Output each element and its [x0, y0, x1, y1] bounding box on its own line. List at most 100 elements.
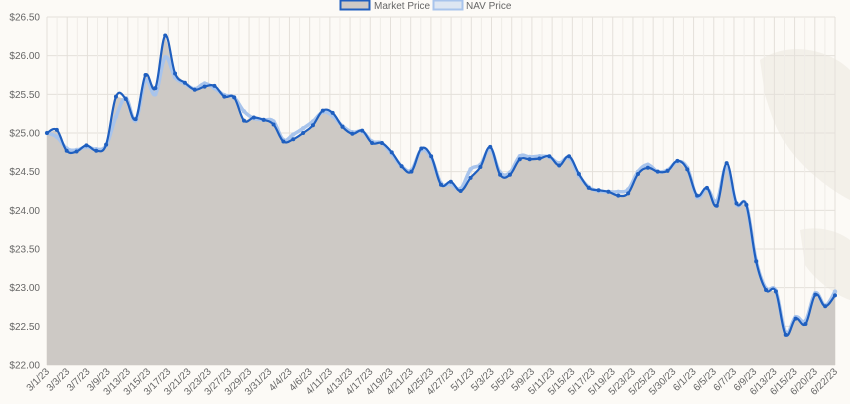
nav-price-point[interactable]: [645, 162, 651, 167]
market-price-point[interactable]: [320, 108, 325, 113]
market-price-point[interactable]: [458, 189, 463, 193]
market-price-point[interactable]: [783, 332, 788, 337]
nav-price-point[interactable]: [241, 109, 247, 114]
market-price-point[interactable]: [468, 175, 473, 180]
market-price-point[interactable]: [714, 203, 719, 208]
market-price-point[interactable]: [419, 146, 424, 151]
market-price-point[interactable]: [291, 137, 296, 142]
market-price-point[interactable]: [379, 141, 384, 146]
market-price-point[interactable]: [488, 144, 493, 149]
nav-price-point[interactable]: [300, 126, 306, 131]
market-price-point[interactable]: [113, 94, 118, 99]
market-price-point[interactable]: [84, 143, 89, 148]
market-price-point[interactable]: [803, 322, 808, 327]
nav-price-point[interactable]: [163, 55, 168, 60]
market-price-point[interactable]: [665, 168, 670, 173]
y-tick-label: $23.00: [9, 283, 40, 294]
market-price-point[interactable]: [143, 73, 148, 77]
nav-price-point[interactable]: [153, 92, 158, 97]
market-price-point[interactable]: [202, 84, 207, 89]
market-price-point[interactable]: [547, 154, 552, 159]
market-price-point[interactable]: [45, 131, 49, 135]
nav-price-point[interactable]: [202, 81, 207, 86]
market-price-point[interactable]: [370, 141, 375, 146]
market-price-point[interactable]: [350, 131, 355, 136]
market-price-point[interactable]: [399, 164, 404, 169]
legend-swatch-market-price: [339, 0, 371, 11]
market-price-point[interactable]: [182, 80, 187, 85]
market-price-point[interactable]: [557, 163, 562, 168]
market-price-point[interactable]: [478, 165, 483, 170]
market-price-point[interactable]: [448, 179, 453, 184]
market-price-point[interactable]: [616, 193, 621, 198]
market-price-point[interactable]: [744, 202, 749, 207]
market-price-point[interactable]: [409, 169, 414, 174]
market-price-point[interactable]: [507, 172, 512, 177]
nav-price-point[interactable]: [291, 132, 296, 137]
nav-price-point[interactable]: [113, 114, 119, 119]
market-price-point[interactable]: [695, 193, 700, 198]
market-price-point[interactable]: [439, 182, 443, 187]
market-price-point[interactable]: [675, 158, 680, 163]
market-price-point[interactable]: [242, 118, 246, 123]
market-price-point[interactable]: [823, 304, 828, 309]
legend[interactable]: Market Price NAV Price: [339, 0, 512, 13]
market-price-point[interactable]: [734, 201, 739, 206]
market-price-point[interactable]: [64, 148, 69, 153]
market-price-point[interactable]: [301, 131, 306, 135]
market-price-point[interactable]: [517, 157, 522, 162]
market-price-point[interactable]: [310, 123, 315, 128]
market-price-point[interactable]: [655, 169, 660, 174]
market-price-point[interactable]: [833, 293, 837, 298]
market-price-point[interactable]: [222, 94, 227, 99]
market-price-point[interactable]: [133, 117, 138, 122]
market-price-point[interactable]: [596, 188, 601, 193]
market-price-point[interactable]: [212, 83, 217, 88]
market-price-point[interactable]: [813, 292, 818, 297]
market-price-point[interactable]: [704, 185, 709, 190]
market-price-point[interactable]: [626, 191, 631, 196]
market-price-point[interactable]: [606, 189, 611, 194]
market-price-point[interactable]: [163, 33, 168, 38]
market-price-point[interactable]: [232, 95, 237, 100]
market-price-point[interactable]: [123, 96, 128, 101]
market-price-point[interactable]: [793, 316, 798, 321]
market-price-point[interactable]: [645, 165, 650, 170]
market-price-point[interactable]: [340, 124, 345, 129]
market-price-point[interactable]: [724, 161, 729, 166]
nav-price-point[interactable]: [517, 154, 522, 159]
market-price-point[interactable]: [429, 154, 434, 159]
market-price-point[interactable]: [104, 142, 109, 147]
market-price-point[interactable]: [251, 115, 256, 120]
market-price-point[interactable]: [764, 287, 769, 292]
market-price-point[interactable]: [576, 171, 581, 176]
market-price-point[interactable]: [261, 117, 266, 122]
market-price-point[interactable]: [74, 149, 79, 154]
market-price-point[interactable]: [173, 71, 178, 76]
market-price-point[interactable]: [153, 86, 158, 91]
market-price-point[interactable]: [527, 157, 532, 162]
legend-item-market-price[interactable]: Market Price: [339, 0, 431, 13]
market-price-point[interactable]: [567, 154, 572, 159]
market-price-point[interactable]: [330, 110, 335, 115]
market-price-point[interactable]: [94, 148, 99, 153]
market-price-point[interactable]: [360, 128, 365, 133]
nav-price-point[interactable]: [832, 289, 838, 294]
nav-price-point[interactable]: [616, 189, 621, 194]
market-price-point[interactable]: [281, 139, 286, 144]
nav-price-point[interactable]: [468, 167, 473, 172]
market-price-point[interactable]: [636, 171, 640, 176]
market-price-point[interactable]: [773, 289, 778, 294]
market-price-point[interactable]: [271, 122, 276, 127]
market-price-point[interactable]: [54, 127, 59, 132]
market-price-point[interactable]: [537, 156, 542, 161]
market-price-point[interactable]: [754, 259, 759, 264]
market-price-point[interactable]: [498, 172, 503, 177]
market-price-point[interactable]: [192, 87, 197, 92]
legend-item-nav-price[interactable]: NAV Price: [432, 0, 512, 13]
market-price-point[interactable]: [685, 167, 690, 172]
market-price-point[interactable]: [586, 185, 591, 190]
market-price-point[interactable]: [389, 150, 394, 155]
nav-price-point[interactable]: [54, 134, 60, 140]
